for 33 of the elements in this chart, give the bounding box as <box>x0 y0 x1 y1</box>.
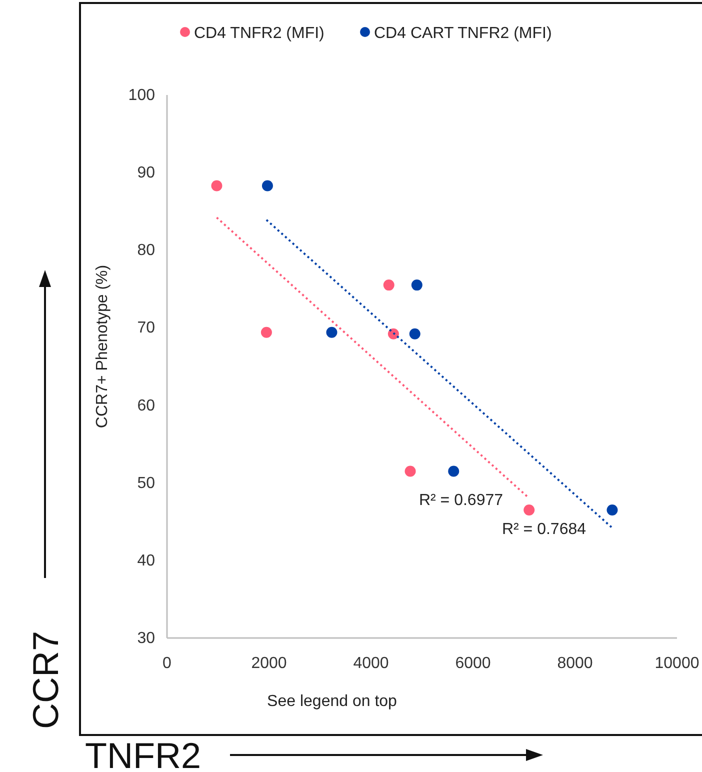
y-axis-title: CCR7+ Phenotype (%) <box>94 264 111 428</box>
point <box>606 504 618 516</box>
point <box>411 280 422 291</box>
point <box>404 466 416 477</box>
y-tick-label: 70 <box>137 320 156 337</box>
y-tick-label: 40 <box>137 552 156 570</box>
legend-label: CD4 TNFR2 (MFI) <box>194 25 324 42</box>
y-tick-label: 90 <box>137 164 156 182</box>
point <box>524 504 535 516</box>
point <box>383 280 394 291</box>
point <box>448 466 460 477</box>
x-tick-label: 0 <box>162 655 172 672</box>
x-tick-label: 8000 <box>557 655 593 672</box>
y-tick-label: 80 <box>137 242 156 260</box>
y-tick-label: 100 <box>128 87 156 104</box>
text: CCR7 <box>25 630 66 730</box>
point <box>260 326 272 338</box>
x-tick-label: 4000 <box>353 655 389 672</box>
annotation: R² = 0.7684 <box>502 521 586 538</box>
point <box>262 180 273 192</box>
point <box>409 328 420 340</box>
point <box>326 326 338 338</box>
legend-label: CD4 CART TNFR2 (MFI) <box>374 25 552 42</box>
point <box>211 180 222 192</box>
x-axis-title: See legend on top <box>267 693 398 710</box>
text: TNFR2 <box>85 735 201 772</box>
x-tick-label: 10000 <box>654 655 700 672</box>
y-tick-label: 60 <box>137 397 156 414</box>
x-tick-label: 6000 <box>455 655 491 672</box>
x-tick-label: 2000 <box>251 655 287 672</box>
y-tick-label: 50 <box>137 474 156 492</box>
y-tick-label: 30 <box>137 630 156 647</box>
annotation: R² = 0.6977 <box>418 492 504 509</box>
